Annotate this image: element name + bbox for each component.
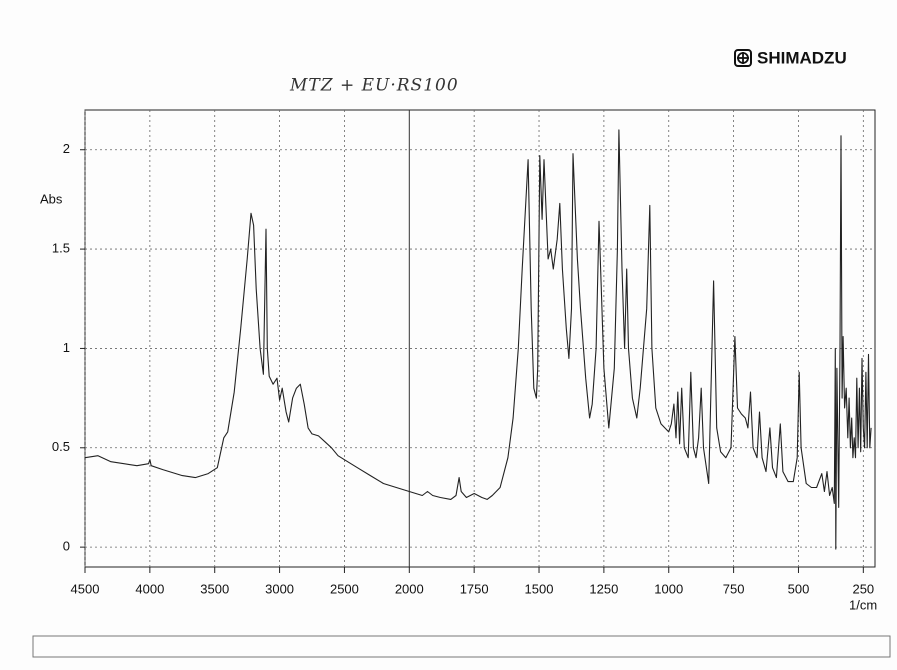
x-tick-label: 1250	[589, 581, 618, 596]
y-axis-label: Abs	[40, 191, 63, 206]
x-tick-label: 3500	[200, 581, 229, 596]
y-tick-label: 2	[63, 141, 70, 156]
spectrum-line	[84, 129, 872, 550]
x-axis-label: 1/cm	[849, 597, 877, 612]
x-tick-label: 500	[788, 581, 810, 596]
x-tick-label: 1750	[460, 581, 489, 596]
brand-icon	[734, 49, 752, 67]
x-tick-label: 250	[852, 581, 874, 596]
y-tick-label: 0.5	[52, 439, 70, 454]
chart-title: MTZ + EU·RS100	[289, 76, 459, 96]
plot-frame	[84, 109, 876, 568]
x-tick-label: 3000	[265, 581, 294, 596]
x-tick-label: 4000	[135, 581, 164, 596]
x-tick-label: 2000	[395, 581, 424, 596]
y-tick-label: 1.5	[52, 241, 70, 256]
x-tick-label: 1500	[525, 581, 554, 596]
brand: SHIMADZU	[757, 48, 847, 67]
x-tick-label: 750	[723, 581, 745, 596]
y-tick-label: 1	[63, 340, 70, 355]
x-tick-label: 1000	[654, 581, 683, 596]
x-tick-label: 2500	[330, 581, 359, 596]
x-tick-label: 4500	[71, 581, 100, 596]
comment-box	[32, 635, 891, 658]
y-tick-label: 0	[63, 539, 70, 554]
